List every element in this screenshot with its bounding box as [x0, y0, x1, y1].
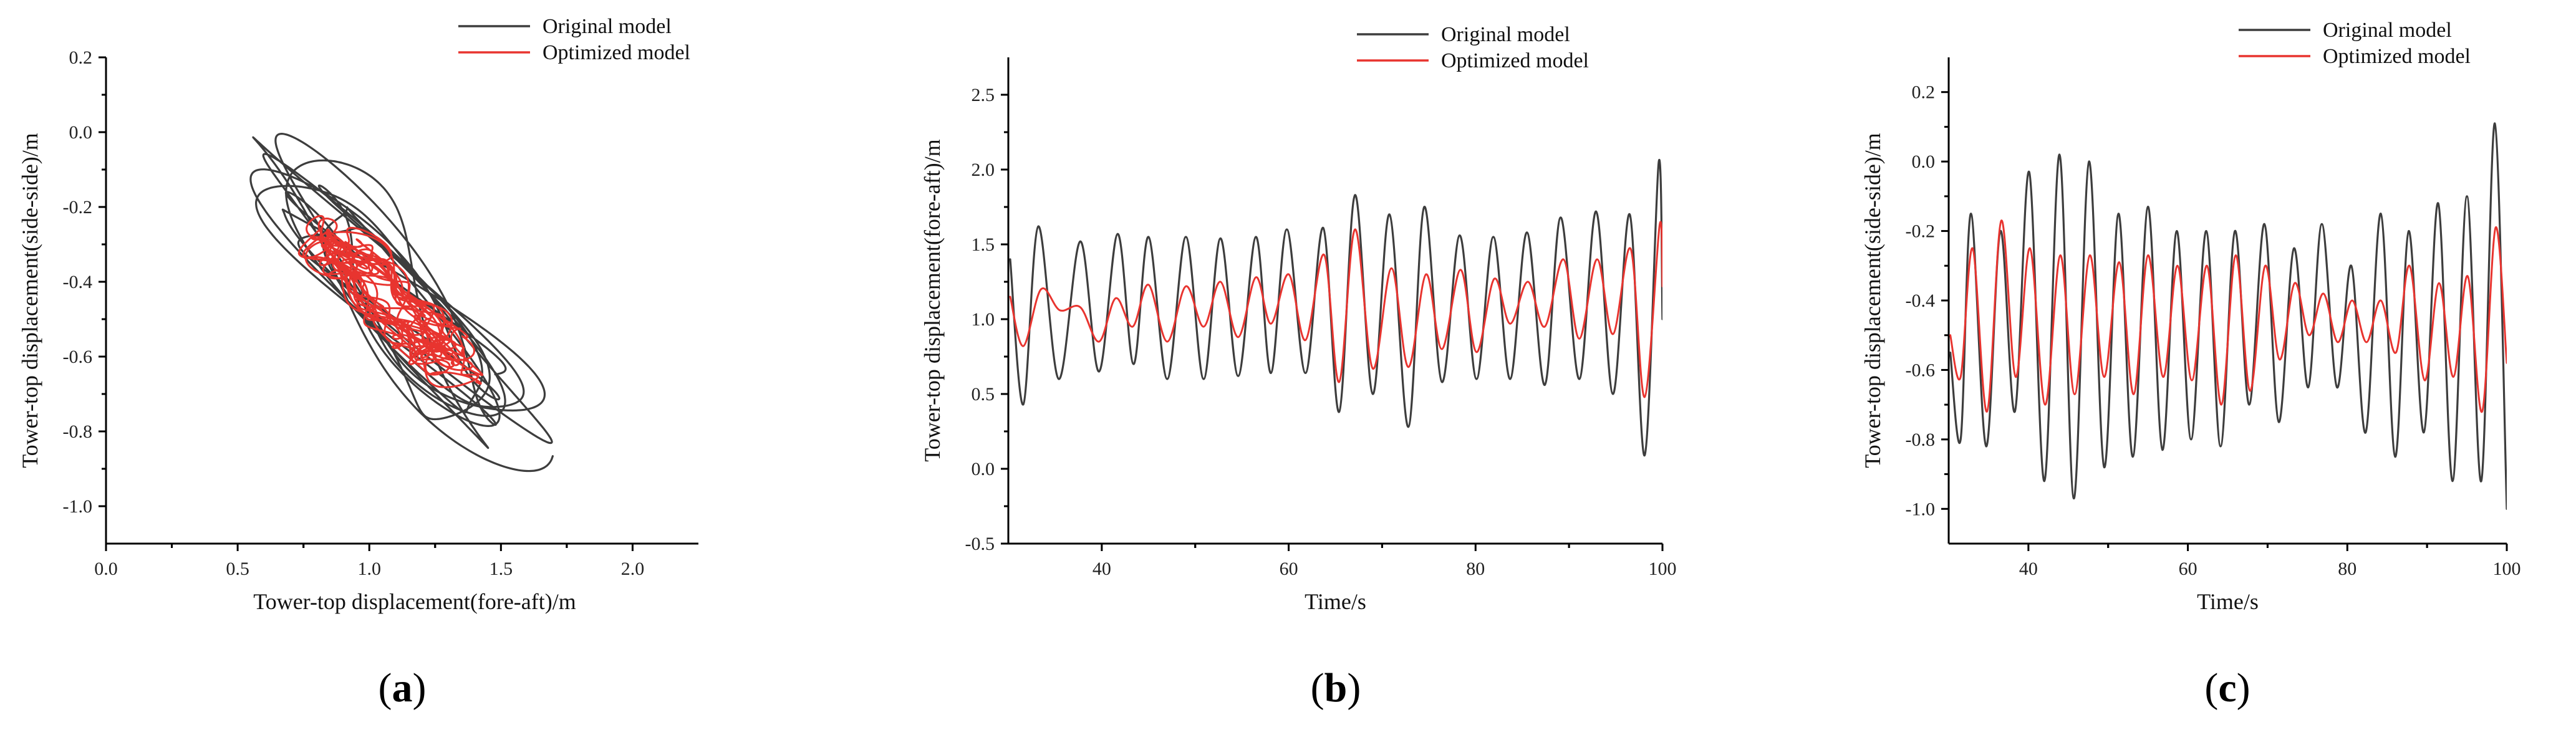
y-tick-label: 0.2: [69, 47, 93, 68]
panel-label-letter: c: [2218, 665, 2236, 711]
panel-label-open: (: [1311, 665, 1324, 711]
x-tick-label: 1.5: [490, 559, 513, 579]
series-line-optimized: [297, 214, 484, 388]
x-tick-label: 0.0: [94, 559, 118, 579]
y-tick-label: -0.6: [1906, 360, 1936, 380]
x-tick-label: 60: [2179, 559, 2197, 579]
y-tick-label: 0.0: [69, 122, 93, 143]
x-axis-title: Time/s: [2197, 589, 2259, 614]
y-tick-label: -0.4: [1906, 291, 1936, 311]
x-axis-title: Time/s: [1305, 589, 1366, 614]
y-tick-label: 2.0: [972, 160, 995, 180]
panel-label-close: ): [2237, 665, 2250, 711]
y-axis-title: Tower-top displacement(fore-aft)/m: [920, 139, 945, 462]
series-line-original: [1949, 122, 2507, 510]
y-axis-title: Tower-top displacement(side-side)/m: [17, 133, 42, 468]
y-tick-label: 2.5: [972, 85, 995, 105]
y-axis-title: Tower-top displacement(side-side)/m: [1860, 133, 1885, 468]
legend-entry: Original model: [2323, 19, 2452, 42]
x-tick-label: 40: [2019, 559, 2038, 579]
y-tick-label: -0.4: [63, 272, 93, 292]
series-line-optimized: [1949, 219, 2507, 413]
panel-label-letter: b: [1324, 665, 1348, 711]
series-line-original: [1009, 158, 1662, 457]
chart-panel-b: 40 60 80 100 -0.5 0.0 0.5 1.0 1.5 2.0 2.5 Time/s Tow…: [920, 23, 1677, 711]
x-tick-label: 2.0: [621, 559, 645, 579]
x-axis-title: Tower-top displacement(fore-aft)/m: [253, 589, 576, 614]
y-tick-label: -1.0: [63, 496, 93, 517]
series-line-original: [249, 133, 554, 473]
panel-label-letter: a: [392, 665, 413, 711]
panel-label: (a): [379, 665, 427, 711]
y-tick-label: -1.0: [1906, 499, 1936, 519]
chart-panel-a: 0.0 0.5 1.0 1.5 2.0 -1.0 -0.8 -0.6 -0.4 -0.2 0.0 0.…: [17, 15, 698, 711]
x-tick-label: 80: [1466, 559, 1485, 579]
y-tick-label: 0.5: [972, 384, 995, 405]
x-tick-label: 80: [2338, 559, 2357, 579]
legend-entry: Optimized model: [1441, 49, 1589, 72]
legend-entry: Optimized model: [543, 41, 690, 64]
y-tick-label: 0.0: [972, 459, 995, 479]
panel-label-close: ): [413, 665, 427, 711]
y-tick-label: 1.5: [972, 234, 995, 255]
y-tick-label: -0.8: [63, 421, 93, 442]
series-line-optimized: [1009, 221, 1662, 398]
legend-entry: Original model: [543, 15, 672, 38]
y-tick-label: -0.5: [965, 534, 995, 554]
y-tick-label: -0.2: [1906, 221, 1936, 242]
legend-entry: Optimized model: [2323, 45, 2471, 68]
x-tick-label: 0.5: [226, 559, 249, 579]
panel-label: (b): [1311, 665, 1361, 711]
x-tick-label: 1.0: [357, 559, 381, 579]
panel-label-open: (: [2204, 665, 2218, 711]
x-tick-label: 60: [1280, 559, 1298, 579]
panel-label: (c): [2204, 665, 2250, 711]
panel-label-open: (: [379, 665, 392, 711]
y-tick-label: -0.8: [1906, 430, 1936, 450]
y-tick-label: 0.0: [1912, 151, 1936, 172]
x-tick-label: 100: [1649, 559, 1677, 579]
legend-entry: Original model: [1441, 23, 1570, 46]
x-tick-label: 40: [1093, 559, 1111, 579]
panel-label-close: ): [1347, 665, 1361, 711]
chart-panel-c: 40 60 80 100 -1.0 -0.8 -0.6 -0.4 -0.2 0.0 0.2 Time/…: [1860, 19, 2521, 711]
y-tick-label: -0.6: [63, 347, 93, 367]
y-tick-label: -0.2: [63, 197, 93, 218]
y-tick-label: 0.2: [1912, 82, 1936, 103]
y-tick-label: 1.0: [972, 309, 995, 330]
x-tick-label: 100: [2493, 559, 2521, 579]
